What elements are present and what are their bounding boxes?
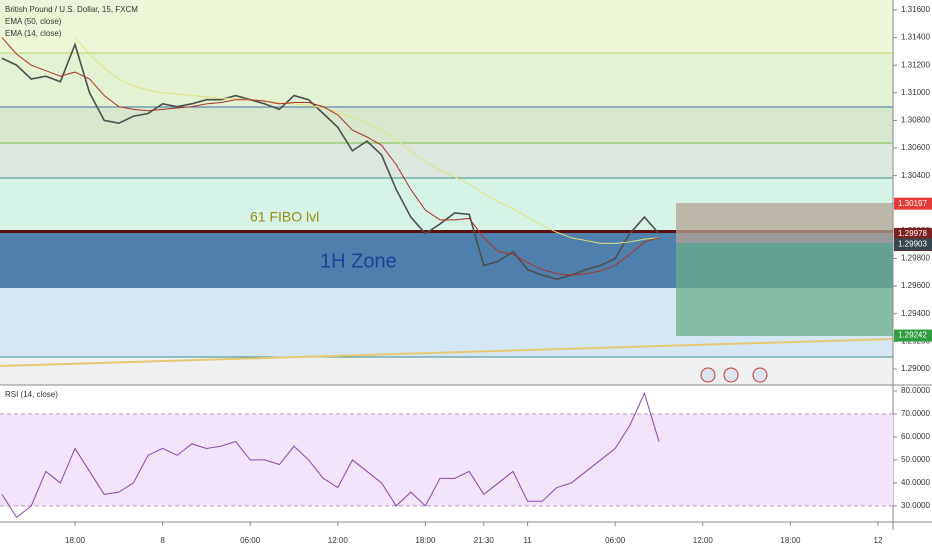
series-line	[1, 42, 660, 281]
y-tick-label: 1.30800	[901, 116, 930, 125]
y-tick-label: 80.0000	[901, 386, 930, 395]
y-tick-label: 1.29800	[901, 254, 930, 263]
legend-entry: EMA (14, close)	[5, 29, 62, 38]
pane-title: RSI (14, close)	[5, 390, 58, 399]
y-tick-label: 1.30600	[901, 143, 930, 152]
y-tick-label: 1.31400	[901, 33, 930, 42]
x-tick-label: 18:00	[780, 536, 801, 545]
x-tick-label: 21:30	[474, 536, 495, 545]
price-tag	[894, 227, 932, 240]
rsi-band	[0, 413, 893, 506]
y-tick-label: 40.0000	[901, 478, 930, 487]
event-icons	[700, 367, 768, 383]
x-tick-label: 12:00	[328, 536, 349, 545]
y-tick-label: 1.30400	[901, 171, 930, 180]
legend-entry: EMA (50, close)	[5, 17, 62, 26]
zones	[0, 0, 894, 385]
series-line	[1, 37, 660, 276]
y-tick-label: 1.31000	[901, 88, 930, 97]
x-tick-label: 06:00	[605, 536, 626, 545]
y-tick-label: 1.29600	[901, 281, 930, 290]
x-tick-label: 18:00	[415, 536, 436, 545]
price-tag-label: 1.29978	[898, 229, 927, 238]
price-tag	[894, 329, 932, 342]
y-tick-label: 30.0000	[901, 501, 930, 510]
pane-title: British Pound / U.S. Dollar, 15, FXCM	[5, 5, 138, 14]
zone-label: 1H Zone	[320, 250, 397, 272]
x-tick-label: 12	[874, 536, 883, 545]
y-tick-label: 1.29000	[901, 364, 930, 373]
price-tag	[894, 197, 932, 210]
x-tick-label: 06:00	[240, 536, 261, 545]
y-tick-label: 1.29400	[901, 309, 930, 318]
x-tick-label: 8	[160, 536, 165, 545]
series-line	[74, 37, 660, 244]
y-tick-label: 1.31200	[901, 60, 930, 69]
price-tag-label: 1.30197	[898, 199, 927, 208]
x-tick-label: 11	[523, 536, 532, 545]
y-tick-label: 50.0000	[901, 455, 930, 464]
series-line	[1, 391, 660, 519]
price-tag-label: 1.29903	[898, 239, 927, 248]
price-tag	[894, 238, 932, 251]
y-tick-label: 60.0000	[901, 432, 930, 441]
y-tick-label: 1.31600	[901, 5, 930, 14]
x-tick-label: 12:00	[693, 536, 714, 545]
y-tick-label: 70.0000	[901, 409, 930, 418]
price-tag-label: 1.29242	[898, 331, 927, 340]
x-tick-label: 18:00	[65, 536, 86, 545]
fibo-label: 61 FIBO lvl	[250, 209, 319, 225]
